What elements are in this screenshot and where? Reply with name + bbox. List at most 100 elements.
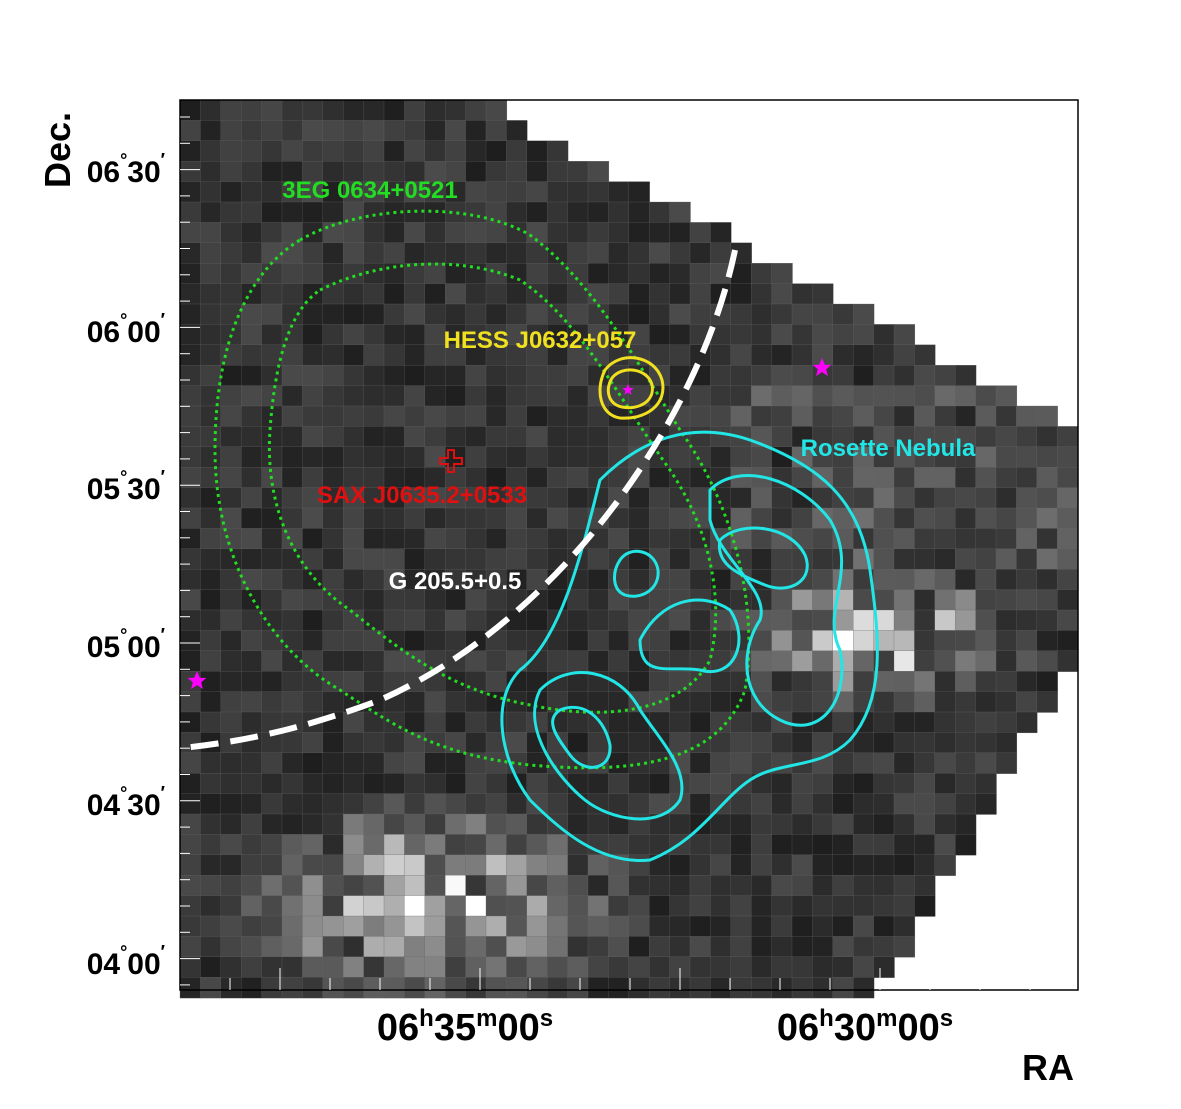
map-pixel bbox=[934, 773, 956, 795]
map-pixel bbox=[547, 385, 569, 407]
map-pixel bbox=[526, 242, 548, 264]
map-pixel bbox=[445, 365, 467, 387]
map-pixel bbox=[853, 854, 875, 876]
map-pixel bbox=[200, 548, 222, 570]
map-pixel bbox=[179, 303, 202, 326]
map-pixel bbox=[506, 140, 528, 162]
map-pixel bbox=[995, 711, 1018, 734]
map-pixel bbox=[791, 650, 814, 672]
map-pixel bbox=[893, 528, 916, 550]
map-pixel bbox=[465, 528, 487, 550]
map-pixel bbox=[893, 752, 916, 774]
map-pixel bbox=[506, 365, 528, 387]
map-pixel bbox=[567, 467, 589, 489]
map-pixel bbox=[914, 773, 936, 795]
map-pixel bbox=[669, 569, 691, 591]
map-pixel bbox=[363, 446, 385, 468]
map-pixel bbox=[669, 324, 691, 346]
map-pixel bbox=[322, 99, 344, 122]
map-pixel bbox=[179, 773, 202, 795]
map-pixel bbox=[934, 650, 956, 672]
map-pixel bbox=[751, 915, 773, 938]
map-pixel bbox=[404, 120, 426, 142]
map-pixel bbox=[873, 813, 895, 836]
map-pixel bbox=[669, 813, 691, 836]
map-pixel bbox=[995, 507, 1018, 530]
map-pixel bbox=[608, 242, 630, 264]
y-tick-part: ′ bbox=[161, 150, 165, 170]
map-pixel bbox=[975, 446, 997, 468]
map-pixel bbox=[383, 773, 406, 795]
map-pixel bbox=[485, 283, 508, 305]
map-pixel bbox=[587, 732, 610, 754]
map-pixel bbox=[179, 630, 202, 652]
map-pixel bbox=[567, 956, 589, 978]
map-pixel bbox=[200, 528, 222, 550]
map-pixel bbox=[485, 446, 508, 468]
map-pixel bbox=[975, 467, 997, 489]
map-pixel bbox=[241, 813, 263, 836]
map-pixel bbox=[220, 263, 242, 285]
map-pixel bbox=[955, 528, 977, 550]
map-pixel bbox=[628, 793, 650, 815]
map-pixel bbox=[302, 834, 324, 856]
map-pixel bbox=[975, 528, 997, 550]
map-pixel bbox=[220, 405, 242, 428]
map-pixel bbox=[995, 569, 1018, 591]
map-pixel bbox=[445, 609, 467, 632]
map-pixel bbox=[1036, 446, 1058, 468]
map-pixel bbox=[261, 426, 283, 448]
map-pixel bbox=[771, 263, 793, 285]
map-pixel bbox=[404, 834, 426, 856]
map-pixel bbox=[914, 813, 936, 836]
map-pixel bbox=[914, 528, 936, 550]
map-pixel bbox=[689, 977, 712, 999]
map-pixel bbox=[445, 99, 467, 122]
map-pixel bbox=[526, 752, 548, 774]
rosette-contour-2 bbox=[708, 474, 844, 727]
map-pixel bbox=[608, 181, 630, 203]
map-pixel bbox=[220, 303, 242, 326]
map-pixel bbox=[179, 365, 202, 387]
map-pixel bbox=[955, 609, 977, 632]
map-pixel bbox=[853, 324, 875, 346]
map-pixel bbox=[383, 446, 406, 468]
map-pixel bbox=[526, 365, 548, 387]
map-pixel bbox=[445, 630, 467, 652]
map-pixel bbox=[771, 671, 793, 693]
sax-label: SAX J0635.2+0533 bbox=[317, 482, 527, 509]
map-pixel bbox=[424, 140, 446, 162]
map-pixel bbox=[220, 671, 242, 693]
map-pixel bbox=[975, 793, 997, 815]
map-pixel bbox=[710, 732, 732, 754]
map-pixel bbox=[343, 813, 365, 836]
map-pixel bbox=[424, 385, 446, 407]
map-pixel bbox=[506, 446, 528, 468]
map-pixel bbox=[179, 181, 202, 203]
map-pixel bbox=[465, 283, 487, 305]
map-pixel bbox=[832, 303, 854, 326]
map-pixel bbox=[383, 344, 406, 366]
map-pixel bbox=[343, 936, 365, 958]
map-pixel bbox=[281, 426, 304, 448]
map-pixel bbox=[241, 467, 263, 489]
map-pixel bbox=[424, 426, 446, 448]
map-pixel bbox=[955, 507, 977, 530]
map-pixel bbox=[873, 732, 895, 754]
map-pixel bbox=[302, 201, 324, 224]
map-pixel bbox=[485, 915, 508, 938]
snr-arc bbox=[181, 249, 738, 751]
map-pixel bbox=[179, 446, 202, 468]
map-pixel bbox=[261, 344, 283, 366]
map-pixel bbox=[343, 650, 365, 672]
map-pixel bbox=[975, 609, 997, 632]
map-pixel bbox=[751, 365, 773, 387]
map-pixel bbox=[669, 915, 691, 938]
map-pixel bbox=[628, 528, 650, 550]
labels: 3EG 0634+0521 HESS J0632+057 Rosette Neb… bbox=[37, 112, 1074, 1088]
map-pixel bbox=[506, 263, 528, 285]
map-pixel bbox=[363, 732, 385, 754]
map-pixel bbox=[1016, 528, 1038, 550]
snr-label: G 205.5+0.5 bbox=[389, 568, 522, 595]
map-pixel bbox=[567, 977, 589, 999]
